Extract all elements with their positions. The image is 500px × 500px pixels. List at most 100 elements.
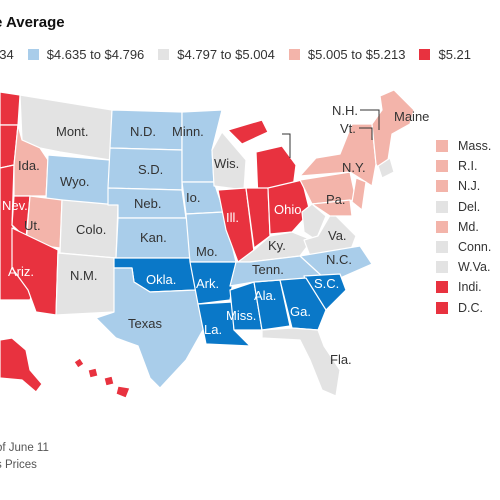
small-state-swatch bbox=[436, 180, 448, 193]
small-state-mass: Mass. bbox=[436, 136, 491, 156]
legend-label: $4.635 to $4.796 bbox=[46, 46, 145, 62]
legend-label: 634 bbox=[0, 46, 14, 62]
state-label-wis: Wis. bbox=[214, 156, 239, 171]
small-state-wva: W.Va. bbox=[436, 257, 491, 277]
small-state-nj: N.J. bbox=[436, 176, 491, 196]
legend-label: $5.005 to $5.213 bbox=[307, 46, 406, 62]
leader-vt bbox=[359, 127, 373, 140]
state-shape-hi-1 bbox=[73, 357, 85, 369]
state-shape-md bbox=[311, 199, 353, 217]
state-label-io: Io. bbox=[186, 190, 200, 205]
small-state-swatch bbox=[436, 261, 448, 274]
state-shape-nm bbox=[55, 252, 117, 316]
color-legend: 634 $4.635 to $4.796 $4.797 to $5.004 $5… bbox=[0, 44, 485, 64]
state-shape-hi-2 bbox=[87, 367, 99, 379]
state-label-ala: Ala. bbox=[254, 288, 276, 303]
state-label-nc: N.C. bbox=[326, 252, 352, 267]
small-state-label: N.J. bbox=[458, 179, 481, 194]
state-shape-hi-3 bbox=[103, 375, 115, 387]
state-shape-az bbox=[11, 227, 59, 316]
state-label-kan: Kan. bbox=[140, 230, 167, 245]
small-state-label: R.I. bbox=[458, 159, 478, 174]
state-shape-wi bbox=[211, 131, 247, 191]
state-label-sc: S.C. bbox=[314, 276, 339, 291]
small-state-label: Indi. bbox=[458, 280, 482, 295]
legend-swatch bbox=[158, 48, 170, 60]
state-shape-nc bbox=[299, 245, 373, 279]
legend-label: $5.21 bbox=[438, 46, 472, 62]
state-label-mont: Mont. bbox=[56, 124, 89, 139]
state-label-nev: Nev. bbox=[2, 198, 28, 213]
legend-item-bin1-partial: 634 bbox=[0, 47, 14, 62]
state-label-nd: N.D. bbox=[130, 124, 156, 139]
state-label-pa: Pa. bbox=[326, 192, 346, 207]
footer-date-note: of June 11 bbox=[0, 442, 49, 454]
state-shape-nj bbox=[351, 177, 367, 211]
state-label-colo: Colo. bbox=[76, 222, 106, 237]
state-label-va: Va. bbox=[328, 228, 347, 243]
state-label-ga: Ga. bbox=[290, 304, 311, 319]
state-shape-oh bbox=[267, 179, 311, 235]
small-state-swatch bbox=[436, 160, 448, 173]
state-label-sd: S.D. bbox=[138, 162, 163, 177]
state-label-ariz: Ariz. bbox=[8, 264, 34, 279]
state-label-hawaii: Hawaii bbox=[86, 404, 125, 419]
state-label-mo: Mo. bbox=[196, 244, 218, 259]
state-label-tenn: Tenn. bbox=[252, 262, 284, 277]
legend-label: $4.797 to $5.004 bbox=[177, 46, 275, 62]
legend-item-bin5: $5.21 bbox=[419, 47, 471, 62]
state-label-ny: N.Y. bbox=[342, 160, 366, 175]
state-label-okla: Okla. bbox=[146, 272, 176, 287]
state-label-ida: Ida. bbox=[18, 158, 40, 173]
small-state-label: Mass. bbox=[458, 139, 492, 154]
legend-item-bin2: $4.635 to $4.796 bbox=[27, 46, 145, 62]
state-shape-la bbox=[197, 301, 251, 347]
small-state-md: Md. bbox=[436, 217, 491, 237]
small-state-conn: Conn. bbox=[436, 237, 491, 257]
small-state-swatch bbox=[436, 140, 448, 153]
state-label-vt: Vt. bbox=[340, 121, 356, 136]
legend-swatch bbox=[288, 48, 300, 60]
state-label-nm: N.M. bbox=[70, 268, 97, 283]
leader-mi bbox=[282, 133, 291, 158]
state-label-nh: N.H. bbox=[332, 103, 358, 118]
state-shape-ct-ri bbox=[377, 157, 395, 179]
state-shape-new-england bbox=[371, 89, 415, 173]
legend-swatch bbox=[419, 48, 431, 60]
small-state-swatch bbox=[436, 241, 448, 254]
small-states-legend: Mass. R.I. N.J. Del. Md. Conn. W.Va. Ind… bbox=[436, 136, 491, 318]
state-shape-hi-4 bbox=[115, 385, 131, 399]
state-label-wyo: Wyo. bbox=[60, 174, 90, 189]
state-label-ky: Ky. bbox=[268, 238, 286, 253]
small-state-swatch bbox=[436, 200, 448, 213]
small-state-swatch bbox=[436, 301, 448, 314]
state-label-ohio: Ohio bbox=[274, 202, 301, 217]
state-shape-ar bbox=[189, 261, 237, 305]
small-state-label: Md. bbox=[458, 219, 479, 234]
state-label-fla: Fla. bbox=[330, 352, 352, 367]
state-label-ark: Ark. bbox=[196, 276, 219, 291]
small-state-dc: D.C. bbox=[436, 298, 491, 318]
state-shape-ak bbox=[0, 337, 43, 393]
state-label-minn: Minn. bbox=[172, 124, 204, 139]
small-state-swatch bbox=[436, 220, 448, 233]
small-state-label: W.Va. bbox=[458, 260, 491, 275]
state-label-neb: Neb. bbox=[134, 196, 161, 211]
state-shape-fl bbox=[261, 327, 341, 397]
state-shape-mi-up bbox=[227, 119, 269, 145]
small-state-label: Del. bbox=[458, 199, 481, 214]
footer-source-note: s Prices bbox=[0, 459, 37, 471]
small-state-label: D.C. bbox=[458, 300, 483, 315]
small-state-label: Conn. bbox=[458, 240, 492, 255]
state-label-ill: Ill. bbox=[226, 210, 239, 225]
legend-item-bin3: $4.797 to $5.004 bbox=[158, 47, 275, 62]
state-label-maine: Maine bbox=[394, 109, 429, 124]
small-state-swatch bbox=[436, 281, 448, 294]
legend-item-bin4: $5.005 to $5.213 bbox=[288, 46, 406, 62]
small-state-indi: Indi. bbox=[436, 277, 491, 297]
legend-swatch bbox=[27, 48, 39, 60]
leader-nh bbox=[360, 109, 380, 130]
state-label-texas: Texas bbox=[128, 316, 162, 331]
state-shape-wv bbox=[301, 203, 327, 241]
